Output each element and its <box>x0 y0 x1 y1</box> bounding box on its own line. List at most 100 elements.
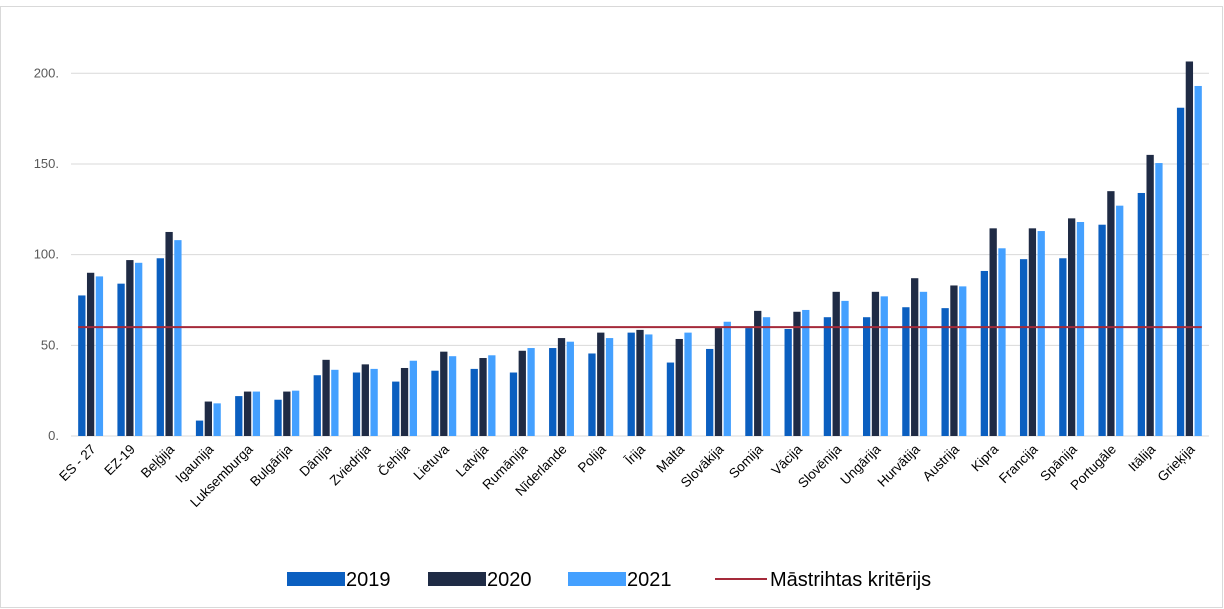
x-tick-label: Francija <box>996 441 1041 486</box>
bar <box>980 270 989 436</box>
bar <box>283 391 291 436</box>
legend-label: 2019 <box>346 569 391 591</box>
bar <box>989 228 997 436</box>
bar <box>274 399 282 436</box>
bar <box>313 375 321 436</box>
bar <box>1176 107 1185 437</box>
bar <box>841 300 849 436</box>
bar <box>291 390 300 436</box>
bar <box>235 396 243 436</box>
legend-label: 2020 <box>487 569 532 591</box>
bar <box>941 308 949 436</box>
bar <box>802 309 810 436</box>
bar <box>518 350 526 436</box>
bar <box>117 283 125 436</box>
bar <box>86 272 95 436</box>
y-tick-label: 50. <box>41 337 59 352</box>
bar <box>361 364 369 436</box>
bar <box>605 338 614 436</box>
bar <box>400 367 409 436</box>
bar <box>135 262 143 436</box>
bar <box>252 391 261 436</box>
bar <box>902 307 910 436</box>
bar <box>509 372 518 436</box>
bar <box>1098 224 1106 436</box>
legend-label: Māstrihtas kritērijs <box>770 569 931 591</box>
x-tick-label: Malta <box>653 441 687 475</box>
legend-label: 2021 <box>627 569 672 591</box>
bar <box>636 329 644 436</box>
bar <box>706 348 714 436</box>
x-tick-label: Polija <box>575 441 609 475</box>
x-tick-label: Hurvātija <box>875 441 924 490</box>
bar <box>784 328 792 436</box>
bar <box>959 286 967 436</box>
bar <box>322 359 330 436</box>
bar <box>762 317 771 436</box>
bar <box>1028 228 1037 436</box>
x-tick-label: Zviedrija <box>327 441 374 488</box>
x-tick-label: Austrija <box>920 441 963 484</box>
bar <box>370 368 378 436</box>
legend-swatch <box>568 572 626 586</box>
bar <box>950 285 958 436</box>
bar <box>488 355 496 436</box>
x-tick-label: Latvija <box>453 441 492 480</box>
bar <box>675 338 683 436</box>
y-tick-label: 0. <box>48 428 59 443</box>
bar <box>174 240 182 436</box>
bar <box>1037 231 1045 436</box>
bar <box>331 369 339 436</box>
bar <box>1185 61 1194 436</box>
bar <box>832 291 840 436</box>
bar <box>204 401 212 436</box>
bar <box>156 258 164 436</box>
y-tick-label: 150. <box>34 156 59 171</box>
bar <box>684 332 692 436</box>
bar <box>470 368 478 436</box>
x-tick-label: Bulgārija <box>247 441 295 489</box>
bar <box>165 231 173 436</box>
x-tick-label: Vācija <box>768 441 805 478</box>
bar <box>557 338 566 436</box>
bar <box>479 358 487 436</box>
x-tick-label: Čehija <box>375 441 413 479</box>
bar <box>627 332 635 436</box>
y-tick-label: 200. <box>34 65 59 80</box>
bar <box>998 248 1006 436</box>
bar <box>911 278 919 436</box>
x-tick-label: Slovēnija <box>795 441 845 491</box>
bar <box>645 334 653 436</box>
bar <box>588 353 596 436</box>
x-tick-label: Somija <box>726 441 766 481</box>
bar <box>1116 205 1124 436</box>
x-tick-label: Itālija <box>1125 441 1158 474</box>
x-tick-label: ES - 27 <box>56 442 98 484</box>
bar <box>392 381 400 436</box>
bar <box>597 332 605 436</box>
bar <box>919 291 928 436</box>
chart-frame: 0. 50. 100. 150. 200. ES - 27 EZ-19 Beļģija Igau… <box>0 6 1223 608</box>
x-tick-label: Grieķija <box>1155 441 1198 484</box>
bar <box>78 295 86 436</box>
bar <box>793 311 801 436</box>
bar <box>1059 258 1067 436</box>
bar <box>527 348 535 436</box>
bar <box>213 403 221 436</box>
bar <box>95 276 104 436</box>
bar <box>549 348 557 436</box>
x-tick-label: Slovākija <box>678 441 727 490</box>
x-tick-label: Kipra <box>968 441 1001 474</box>
legend-swatch <box>428 572 486 586</box>
bar <box>723 321 731 436</box>
bar <box>1146 154 1154 437</box>
x-tick-label: Lietuva <box>411 441 453 483</box>
bar <box>745 328 753 436</box>
bar <box>448 356 457 436</box>
bar <box>823 317 832 436</box>
bar <box>409 360 418 436</box>
bar <box>1194 85 1202 436</box>
bar <box>666 362 675 436</box>
bar <box>440 351 448 436</box>
y-tick-label: 100. <box>34 247 59 262</box>
